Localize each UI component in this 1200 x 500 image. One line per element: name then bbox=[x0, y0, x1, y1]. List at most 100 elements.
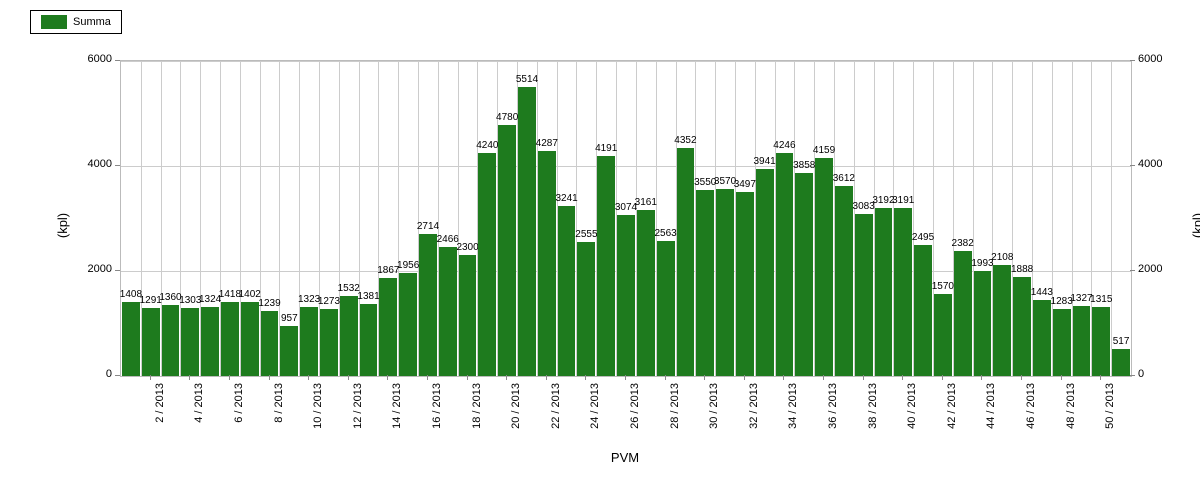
bar-value-label: 2555 bbox=[575, 229, 597, 240]
x-tick bbox=[1061, 375, 1062, 380]
bar bbox=[954, 251, 972, 376]
x-tick-label: 38 / 2013 bbox=[867, 383, 879, 429]
bar bbox=[637, 210, 655, 376]
y-tick-label: 4000 bbox=[88, 158, 112, 170]
legend-swatch bbox=[41, 15, 67, 29]
bar bbox=[835, 186, 853, 376]
bar bbox=[439, 247, 457, 376]
x-tick-label: 2 / 2013 bbox=[154, 383, 166, 423]
bar bbox=[221, 302, 239, 376]
bar-value-label: 1381 bbox=[357, 291, 379, 302]
y-tick bbox=[1130, 60, 1135, 61]
bar bbox=[776, 153, 794, 376]
y-tick bbox=[1130, 270, 1135, 271]
bar-value-label: 1888 bbox=[1011, 264, 1033, 275]
y-tick bbox=[1130, 165, 1135, 166]
y-tick-label: 0 bbox=[106, 368, 112, 380]
x-tick bbox=[744, 375, 745, 380]
bar bbox=[756, 169, 774, 376]
bar bbox=[300, 307, 318, 376]
x-tick bbox=[863, 375, 864, 380]
bar-value-label: 3497 bbox=[734, 179, 756, 190]
x-tick-label: 6 / 2013 bbox=[233, 383, 245, 423]
bar-value-label: 2108 bbox=[991, 252, 1013, 263]
x-tick bbox=[427, 375, 428, 380]
bar-value-label: 1273 bbox=[318, 296, 340, 307]
bar bbox=[518, 87, 536, 376]
y-tick-label: 2000 bbox=[1138, 263, 1162, 275]
bar-value-label: 4159 bbox=[813, 145, 835, 156]
bar bbox=[181, 308, 199, 376]
bar-value-label: 517 bbox=[1113, 336, 1130, 347]
plot-area: 1408129113601303132414181402123995713231… bbox=[120, 60, 1132, 377]
bar-value-label: 3241 bbox=[555, 193, 577, 204]
y-tick-label: 6000 bbox=[88, 53, 112, 65]
x-tick-label: 32 / 2013 bbox=[748, 383, 760, 429]
gridline-h bbox=[121, 166, 1131, 167]
bar bbox=[360, 304, 378, 377]
bar-value-label: 1570 bbox=[932, 281, 954, 292]
bar bbox=[974, 271, 992, 376]
bar-value-label: 957 bbox=[281, 313, 298, 324]
x-tick-label: 44 / 2013 bbox=[985, 383, 997, 429]
bar bbox=[280, 326, 298, 376]
bar bbox=[320, 309, 338, 376]
bar bbox=[696, 190, 714, 376]
x-tick-label: 10 / 2013 bbox=[312, 383, 324, 429]
bar-value-label: 2382 bbox=[952, 238, 974, 249]
bar-value-label: 5514 bbox=[516, 74, 538, 85]
x-tick-label: 46 / 2013 bbox=[1025, 383, 1037, 429]
x-tick-label: 8 / 2013 bbox=[273, 383, 285, 423]
x-tick bbox=[1100, 375, 1101, 380]
x-tick-label: 48 / 2013 bbox=[1065, 383, 1077, 429]
bar-value-label: 1315 bbox=[1090, 294, 1112, 305]
x-tick bbox=[546, 375, 547, 380]
x-tick bbox=[942, 375, 943, 380]
bar-value-label: 3941 bbox=[754, 156, 776, 167]
x-tick bbox=[783, 375, 784, 380]
bar-value-label: 2563 bbox=[654, 228, 676, 239]
bar bbox=[677, 148, 695, 376]
bar bbox=[162, 305, 180, 376]
y-tick bbox=[115, 60, 120, 61]
bar bbox=[617, 215, 635, 376]
x-tick-label: 36 / 2013 bbox=[827, 383, 839, 429]
bar bbox=[657, 241, 675, 376]
bar bbox=[1033, 300, 1051, 376]
chart-container: { "legend":{"label":"Summa","swatch_colo… bbox=[0, 0, 1200, 500]
bar bbox=[934, 294, 952, 376]
x-tick bbox=[665, 375, 666, 380]
x-tick-label: 30 / 2013 bbox=[708, 383, 720, 429]
y-tick bbox=[115, 165, 120, 166]
bar bbox=[419, 234, 437, 376]
bar bbox=[716, 189, 734, 376]
x-tick bbox=[981, 375, 982, 380]
bar-value-label: 3612 bbox=[833, 173, 855, 184]
bar bbox=[261, 311, 279, 376]
bar bbox=[855, 214, 873, 376]
y-axis-title-right: (kpl) bbox=[1190, 212, 1200, 237]
bar bbox=[577, 242, 595, 376]
bar bbox=[993, 265, 1011, 376]
bar-value-label: 4191 bbox=[595, 143, 617, 154]
bar-value-label: 3191 bbox=[892, 195, 914, 206]
legend: Summa bbox=[30, 10, 122, 34]
legend-label: Summa bbox=[73, 16, 111, 28]
x-tick-label: 26 / 2013 bbox=[629, 383, 641, 429]
x-tick-label: 40 / 2013 bbox=[906, 383, 918, 429]
bar bbox=[1073, 306, 1091, 376]
x-tick bbox=[189, 375, 190, 380]
bar-value-label: 4246 bbox=[773, 140, 795, 151]
bar bbox=[894, 208, 912, 376]
bar bbox=[142, 308, 160, 376]
bar bbox=[122, 302, 140, 376]
x-tick-label: 16 / 2013 bbox=[431, 383, 443, 429]
x-axis-title: PVM bbox=[120, 450, 1130, 465]
bar bbox=[1092, 307, 1110, 376]
bar-value-label: 4287 bbox=[536, 138, 558, 149]
y-tick bbox=[115, 375, 120, 376]
bar bbox=[914, 245, 932, 376]
y-tick-label: 4000 bbox=[1138, 158, 1162, 170]
x-tick bbox=[269, 375, 270, 380]
x-tick-label: 50 / 2013 bbox=[1104, 383, 1116, 429]
